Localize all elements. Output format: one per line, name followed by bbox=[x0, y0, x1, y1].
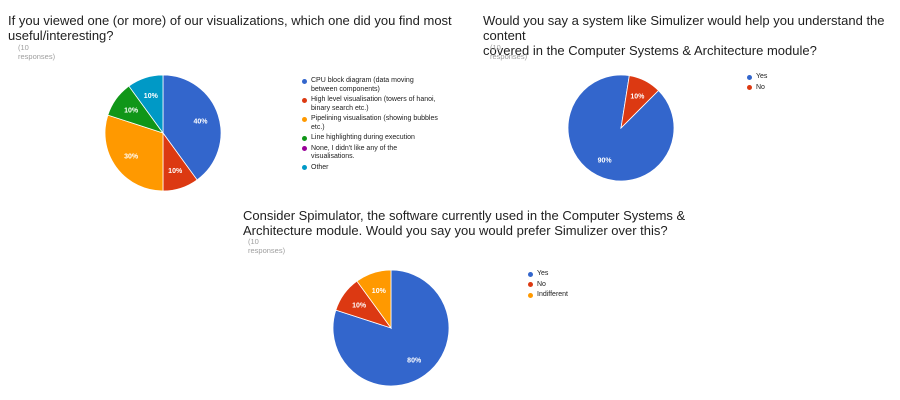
legend-item: Indifferent bbox=[528, 291, 648, 300]
legend-label: Line highlighting during execution bbox=[311, 134, 415, 141]
slice-value-label: 40% bbox=[194, 118, 209, 125]
legend-dot-icon bbox=[302, 78, 307, 84]
legend-label: Indifferent bbox=[537, 291, 569, 298]
legend-label: No bbox=[537, 280, 546, 288]
legend-item: High level visualisation (towers of hano… bbox=[302, 96, 442, 113]
legend-label: None, I didn't like any of the visualisa… bbox=[311, 144, 398, 161]
pie-slice bbox=[104, 114, 164, 192]
slice-value-label: 10% bbox=[124, 107, 139, 114]
legend-dot-icon bbox=[302, 97, 307, 103]
legend-item: CPU block diagram (data moving between c… bbox=[302, 77, 442, 94]
legend-dot-icon bbox=[528, 282, 533, 287]
slice-value-label: 10% bbox=[144, 93, 159, 100]
slice-value-label: 10% bbox=[372, 288, 387, 295]
legend-label: CPU block diagram (data moving between c… bbox=[311, 77, 414, 93]
legend-dot-icon bbox=[528, 271, 533, 277]
legend-label: Yes bbox=[537, 270, 549, 277]
legend-item: Yes bbox=[747, 73, 867, 82]
slice-value-label: 80% bbox=[407, 357, 422, 364]
chart-legend: Yes No bbox=[747, 73, 867, 94]
slice-value-label: 10% bbox=[630, 93, 645, 100]
legend-item: None, I didn't like any of the visualisa… bbox=[302, 145, 442, 162]
chart-title: Consider Spimulator, the software curren… bbox=[243, 208, 686, 238]
legend-label: Other bbox=[311, 163, 329, 171]
chart-title: If you viewed one (or more) of our visua… bbox=[8, 13, 452, 43]
legend-dot-icon bbox=[302, 146, 307, 151]
legend-dot-icon bbox=[747, 74, 752, 80]
legend-item: No bbox=[528, 281, 648, 290]
pie-slice bbox=[620, 75, 660, 130]
legend-dot-icon bbox=[747, 85, 752, 90]
response-count: (10 responses) bbox=[248, 237, 286, 255]
response-count: (10 responses) bbox=[18, 43, 56, 61]
slice-value-label: 30% bbox=[124, 154, 139, 161]
pie-slice bbox=[356, 269, 392, 330]
pie-slice bbox=[332, 269, 450, 387]
legend-item: Pipelining visualisation (showing bubble… bbox=[302, 115, 442, 132]
pie-slice bbox=[162, 74, 222, 181]
legend-item: Other bbox=[302, 164, 442, 173]
chart-legend: Yes No Indifferent bbox=[528, 270, 648, 302]
slice-value-label: 90% bbox=[598, 158, 613, 165]
legend-item: No bbox=[747, 84, 867, 93]
slice-value-label: 10% bbox=[168, 168, 183, 175]
slice-value-label: 10% bbox=[352, 302, 367, 309]
legend-dot-icon bbox=[302, 165, 307, 170]
legend-dot-icon bbox=[528, 292, 533, 298]
legend-label: Yes bbox=[756, 73, 768, 80]
legend-label: High level visualisation (towers of hano… bbox=[311, 96, 436, 112]
legend-item: Line highlighting during execution bbox=[302, 134, 442, 143]
legend-label: No bbox=[756, 83, 765, 91]
chart-legend: CPU block diagram (data moving between c… bbox=[302, 77, 442, 174]
legend-label: Pipelining visualisation (showing bubble… bbox=[311, 115, 438, 131]
legend-item: Yes bbox=[528, 270, 648, 279]
chart-title: Would you say a system like Simulizer wo… bbox=[483, 13, 885, 58]
legend-dot-icon bbox=[302, 116, 307, 122]
response-count: (10 responses) bbox=[490, 43, 528, 61]
pie-slice bbox=[128, 74, 164, 135]
legend-dot-icon bbox=[302, 135, 307, 141]
